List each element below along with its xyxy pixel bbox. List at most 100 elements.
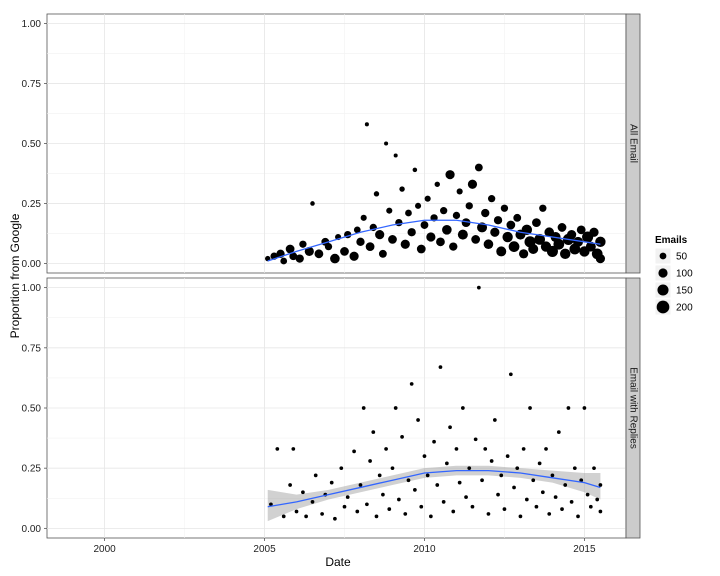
data-point	[368, 459, 372, 463]
facet-strip	[625, 13, 641, 274]
data-point	[452, 211, 461, 220]
data-point	[388, 235, 397, 244]
data-point	[473, 437, 478, 442]
data-point	[409, 382, 414, 386]
data-point	[436, 237, 445, 247]
data-point	[557, 223, 567, 232]
data-point	[464, 495, 468, 499]
data-point	[595, 497, 600, 502]
x-tick-label: 2005	[253, 544, 276, 555]
data-point	[595, 236, 606, 248]
data-point	[395, 218, 403, 227]
data-point	[399, 186, 405, 192]
facet-strip-label: All Email	[627, 124, 638, 163]
data-point	[560, 507, 564, 511]
data-point	[486, 512, 491, 516]
data-point	[483, 447, 488, 451]
data-point	[387, 507, 392, 511]
data-point	[544, 447, 548, 451]
data-point	[474, 163, 483, 172]
data-point	[405, 209, 412, 217]
data-point	[377, 473, 382, 478]
data-point	[445, 170, 455, 180]
data-point	[301, 490, 305, 495]
data-point	[490, 227, 500, 237]
data-point	[400, 239, 410, 249]
data-point	[365, 502, 369, 507]
legend-size-symbol	[659, 252, 667, 260]
data-point	[280, 257, 288, 265]
data-point	[340, 247, 349, 256]
smooth-trend-line	[267, 219, 601, 262]
data-point	[556, 430, 561, 434]
data-point	[569, 500, 574, 504]
data-point	[373, 191, 380, 197]
panel-2: 0.00 0.25 0.50 0.75 1.00 Email with Replies	[22, 277, 641, 539]
y-tick-label: 0.00	[22, 259, 42, 270]
data-point	[534, 234, 545, 245]
data-point	[518, 514, 523, 519]
data-point	[310, 201, 315, 206]
data-point	[434, 181, 440, 187]
data-point	[550, 473, 555, 478]
data-point	[502, 507, 507, 511]
data-point	[412, 167, 418, 173]
data-point	[441, 500, 446, 504]
data-point	[534, 504, 539, 509]
x-axis-label: Date	[325, 555, 351, 569]
legend-label: 200	[676, 303, 693, 314]
data-point	[275, 447, 280, 451]
data-point	[378, 249, 387, 258]
data-point	[304, 246, 314, 257]
data-point	[393, 406, 398, 410]
data-point	[299, 240, 307, 248]
data-point	[424, 195, 431, 202]
legend-title: Emails	[655, 235, 688, 246]
x-tick-label: 2000	[93, 544, 116, 555]
data-point	[314, 249, 324, 259]
data-point	[313, 473, 318, 478]
y-axis-label: Proportion from Google	[8, 213, 22, 338]
data-point	[576, 514, 580, 519]
data-point	[371, 430, 376, 434]
data-point	[476, 285, 481, 290]
y-tick-label: 0.75	[22, 343, 42, 354]
data-point	[528, 244, 539, 255]
data-point	[589, 227, 599, 237]
data-point	[374, 514, 379, 519]
data-point	[480, 478, 484, 483]
data-point	[390, 466, 395, 471]
data-point	[598, 483, 603, 487]
panel-1: 0.00 0.25 0.50 0.75 1.00 All Email	[22, 13, 641, 274]
y-tick-label: 1.00	[22, 19, 42, 30]
data-point	[512, 485, 516, 490]
data-point	[487, 195, 496, 203]
y-tick-label: 0.25	[22, 199, 42, 210]
data-point	[598, 509, 603, 514]
y-tick-label: 0.50	[22, 404, 42, 415]
data-point	[352, 449, 356, 454]
data-point	[573, 236, 584, 247]
data-point	[502, 231, 513, 243]
data-point	[403, 512, 408, 516]
data-point	[449, 242, 458, 251]
data-point	[329, 480, 334, 485]
data-point	[364, 122, 369, 127]
legend-label: 50	[676, 252, 688, 263]
data-point	[422, 454, 427, 459]
data-point	[585, 492, 590, 497]
data-point	[448, 425, 452, 430]
data-point	[595, 254, 606, 264]
x-tick-label: 2010	[413, 544, 436, 555]
data-point	[288, 483, 292, 487]
data-point	[406, 478, 411, 483]
data-point	[333, 516, 337, 521]
data-point	[365, 242, 375, 252]
y-tick-label: 0.75	[22, 79, 42, 90]
data-point	[330, 253, 340, 264]
data-point	[588, 504, 593, 509]
data-point	[582, 406, 587, 410]
data-point	[349, 251, 359, 261]
data-point	[353, 226, 361, 234]
